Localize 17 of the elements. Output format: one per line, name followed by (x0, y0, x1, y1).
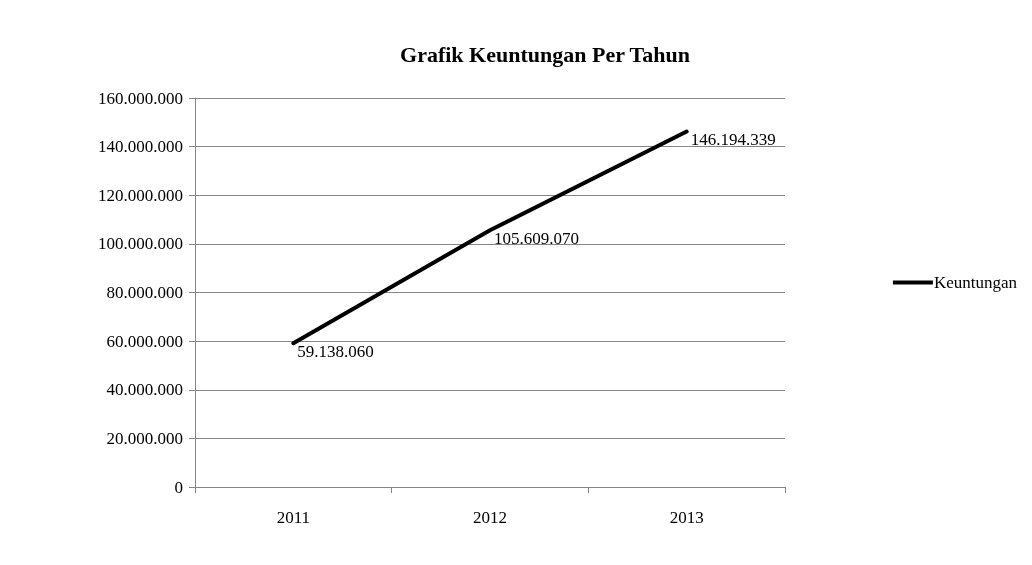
y-tick-label: 160.000.000 (98, 88, 183, 108)
y-tick-label: 80.000.000 (106, 283, 183, 302)
x-tick-label: 2012 (473, 508, 507, 527)
y-tick-label: 0 (174, 477, 183, 497)
x-tick-label: 2011 (276, 508, 311, 527)
y-tick-label: 120.000.000 (98, 185, 183, 205)
y-tick-label: 100.000.000 (98, 234, 183, 254)
data-label: 59.138.060 (297, 341, 374, 361)
data-label: 105.609.070 (494, 228, 579, 248)
legend-label: Keuntungan (933, 273, 1018, 292)
x-tick-label: 2013 (669, 508, 704, 527)
y-tick-label: 60.000.000 (106, 331, 183, 351)
chart-title: Grafik Keuntungan Per Tahun (400, 41, 690, 67)
y-tick-label: 140.000.000 (98, 137, 183, 157)
y-tick-label: 40.000.000 (106, 380, 183, 400)
y-tick-label: 20.000.000 (106, 428, 183, 448)
data-label: 146.194.339 (690, 130, 776, 150)
